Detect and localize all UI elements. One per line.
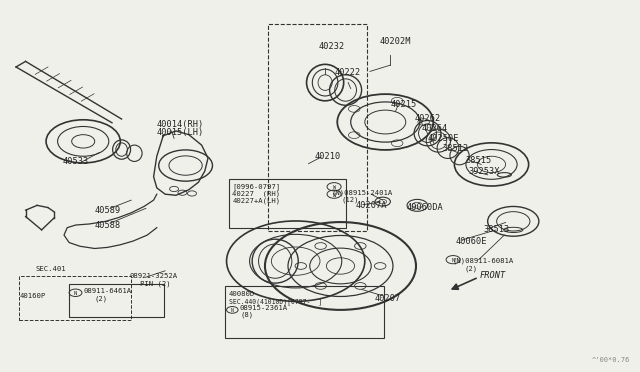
Text: 08915-2361A: 08915-2361A [239,305,287,311]
Text: (N)08911-6081A: (N)08911-6081A [452,258,514,264]
Text: 40232: 40232 [318,42,344,51]
Text: FRONT: FRONT [480,271,506,280]
Text: (N)08915-2401A: (N)08915-2401A [332,189,393,196]
Text: 40207: 40207 [374,294,401,303]
Text: 38513: 38513 [483,225,509,234]
Text: 40589: 40589 [95,206,121,215]
Text: 40060DA: 40060DA [406,203,443,212]
Text: N: N [74,291,77,296]
Text: 40060E: 40060E [456,237,487,246]
Text: 08921-3252A: 08921-3252A [129,273,177,279]
Text: 40080D: 40080D [229,291,255,297]
Text: N: N [231,308,234,314]
Text: PIN (2): PIN (2) [140,280,170,287]
Text: 40015(LH): 40015(LH) [157,128,204,137]
Text: 08911-6461A: 08911-6461A [83,288,131,294]
Bar [268,24,367,231]
Text: N: N [452,258,454,263]
Text: 40215: 40215 [390,100,417,109]
Bar [19,276,131,320]
Bar [229,179,346,228]
Text: 40533: 40533 [63,157,89,166]
Text: (12): (12) [341,197,358,203]
Text: 38515: 38515 [466,156,492,165]
Text: SEC.440(41010D)[0797-  ]: SEC.440(41010D)[0797- ] [229,298,322,305]
Text: 40588: 40588 [95,221,121,230]
Bar [225,286,384,338]
Text: (2): (2) [464,265,477,272]
Text: 40222: 40222 [334,68,360,77]
Text: 38512: 38512 [443,144,469,153]
Bar [69,284,164,317]
Text: [0996-0797]: [0996-0797] [232,183,280,190]
Text: (2): (2) [95,295,108,302]
Text: 40210: 40210 [315,153,341,161]
Text: 40160P: 40160P [19,293,45,299]
Text: (8): (8) [240,312,253,318]
Text: 40202M: 40202M [380,37,411,46]
Text: 40014(RH): 40014(RH) [157,120,204,129]
Text: ^'00*0.76: ^'00*0.76 [592,357,630,363]
Text: SEC.401: SEC.401 [35,266,66,272]
Text: 40227  (RH): 40227 (RH) [232,190,280,197]
Text: 40207A: 40207A [355,201,387,210]
Text: W: W [333,185,335,190]
Text: 39253X: 39253X [468,167,500,176]
Text: 40264: 40264 [421,124,447,133]
Text: 40262: 40262 [415,114,441,123]
Text: N: N [333,193,335,198]
Text: 40227+A(LH): 40227+A(LH) [232,198,280,204]
Text: 40250E: 40250E [428,134,459,143]
